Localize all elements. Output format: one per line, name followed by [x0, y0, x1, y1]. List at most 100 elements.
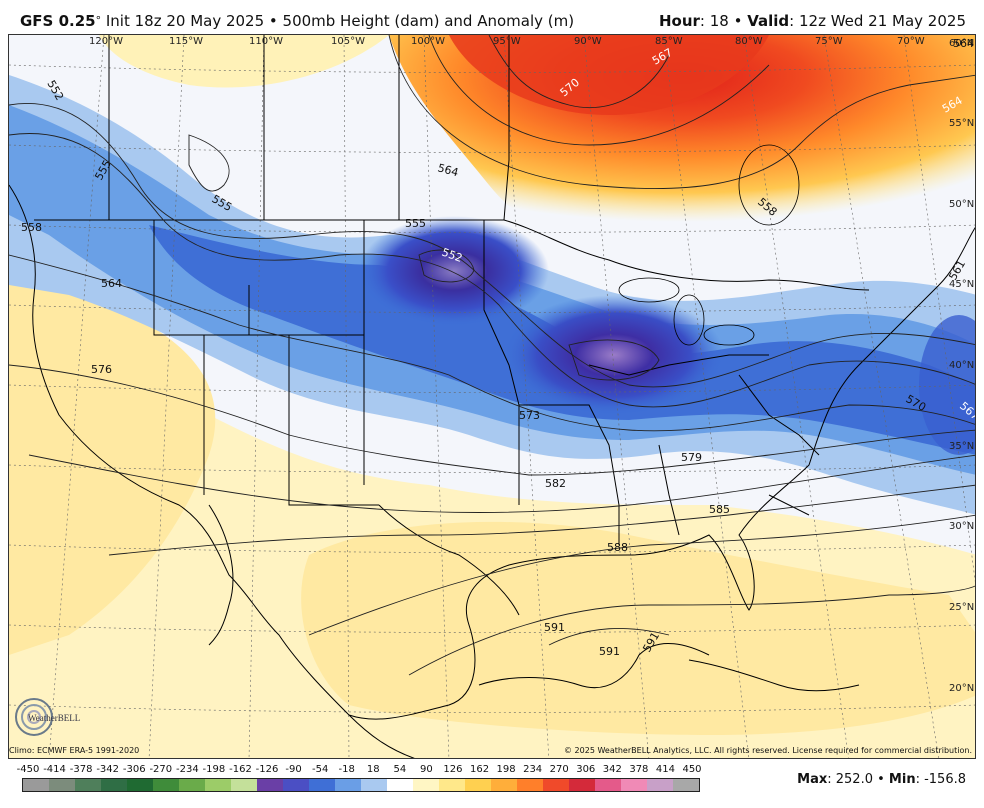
colorbar-label: 126 [443, 764, 463, 775]
colorbar-label: 54 [393, 764, 407, 775]
anomaly-warm-west [9, 282, 216, 655]
colorbar-segment [595, 779, 621, 791]
lat-label: 50°N [949, 199, 974, 210]
colorbar-segment [23, 779, 49, 791]
contour-label: 588 [607, 541, 628, 554]
lon-label: 100°W [411, 36, 445, 47]
colorbar-segment [257, 779, 283, 791]
colorbar-segment [517, 779, 543, 791]
lon-label: 120°W [89, 36, 123, 47]
colorbar-segment [153, 779, 179, 791]
lat-label: 60°N [949, 38, 974, 49]
colorbar-segment [205, 779, 231, 791]
contour-label: 582 [545, 477, 566, 490]
lon-label: 90°W [574, 36, 602, 47]
colorbar-label: 378 [629, 764, 649, 775]
colorbar-label: 450 [682, 764, 702, 775]
colorbar-label: 270 [549, 764, 569, 775]
lat-label: 40°N [949, 360, 974, 371]
degree-sign: ° [95, 14, 102, 27]
colorbar-label: -270 [149, 764, 173, 775]
colorbar-segment [621, 779, 647, 791]
longitude-labels: 120°W 115°W 110°W 105°W 100°W 95°W 90°W … [89, 36, 925, 47]
contour-label: 591 [544, 621, 565, 634]
anomaly-ridge-core [449, 35, 769, 115]
contour-label: 564 [953, 37, 974, 50]
lon-label: 70°W [897, 36, 925, 47]
colorbar-label: -378 [69, 764, 93, 775]
lat-label: 20°N [949, 683, 974, 694]
weatherbell-logo: WeatherBELL [12, 692, 102, 742]
colorbar-label: 306 [576, 764, 596, 775]
colorbar-segment [465, 779, 491, 791]
colorbar-label: 162 [469, 764, 490, 775]
lon-label: 110°W [249, 36, 283, 47]
contour-label: 585 [709, 503, 730, 516]
colorbar-label: -126 [255, 764, 279, 775]
anomaly-warm-canada-west [99, 35, 389, 88]
max-value: : 252.0 • [827, 772, 889, 787]
colorbar-segment [361, 779, 387, 791]
colorbar-segment [439, 779, 465, 791]
coastlines [9, 184, 975, 758]
colorbar-segment [49, 779, 75, 791]
latitude-labels: 60°N 55°N 50°N 45°N 40°N 35°N 30°N 25°N … [949, 38, 974, 694]
contour-label: 564 [436, 161, 460, 179]
contour-label: 591 [599, 645, 620, 658]
colorbar-segment [543, 779, 569, 791]
hour-value: : 18 • [699, 12, 748, 30]
lat-label: 35°N [949, 441, 974, 452]
colorbar-segment [231, 779, 257, 791]
anomaly-warm-gulf [301, 521, 975, 735]
model-name: GFS 0.25 [20, 12, 96, 30]
colorbar-segment [283, 779, 309, 791]
valid-label: Valid [747, 12, 790, 30]
lon-label: 85°W [655, 36, 683, 47]
lat-label: 55°N [949, 118, 974, 129]
colorbar-segment [127, 779, 153, 791]
colorbar-label: -342 [96, 764, 120, 775]
lon-label: 105°W [331, 36, 365, 47]
lon-label: 115°W [169, 36, 203, 47]
contour-label: 564 [101, 277, 122, 290]
colorbar-label: -450 [16, 764, 40, 775]
max-label: Max [797, 772, 828, 787]
colorbar-label: 342 [602, 764, 622, 775]
colorbar-label: -54 [311, 764, 329, 775]
contour-label: 558 [21, 221, 42, 234]
contour-label: 579 [681, 451, 702, 464]
weather-map[interactable]: 60°N 55°N 50°N 45°N 40°N 35°N 30°N 25°N … [8, 34, 976, 759]
colorbar [22, 778, 700, 792]
lon-label: 80°W [735, 36, 763, 47]
colorbar-label: -18 [338, 764, 355, 775]
colorbar-label: 18 [366, 764, 380, 775]
colorbar-segment [101, 779, 127, 791]
max-min-readout: Max: 252.0 • Min: -156.8 [797, 772, 966, 787]
colorbar-label: 414 [655, 764, 675, 775]
logo-text: WeatherBELL [28, 713, 80, 723]
colorbar-label: -198 [202, 764, 226, 775]
init-description: Init 18z 20 May 2025 • 500mb Height (dam… [101, 12, 575, 30]
map-title: GFS 0.25° Init 18z 20 May 2025 • 500mb H… [20, 8, 574, 34]
copyright-note: © 2025 WeatherBELL Analytics, LLC. All r… [564, 746, 972, 755]
contour-label: 555 [405, 217, 426, 230]
colorbar-segment [335, 779, 361, 791]
colorbar-segment [179, 779, 205, 791]
lon-label: 75°W [815, 36, 843, 47]
height-contours [9, 35, 975, 676]
lat-label: 45°N [949, 279, 974, 290]
valid-value: : 12z Wed 21 May 2025 [789, 12, 966, 30]
lon-label: 95°W [493, 36, 521, 47]
map-canvas: 60°N 55°N 50°N 45°N 40°N 35°N 30°N 25°N … [9, 35, 975, 758]
colorbar-label: 198 [496, 764, 516, 775]
hour-label: Hour [658, 12, 700, 30]
anomaly-low-midwest [504, 295, 724, 415]
valid-time: Hour: 18 • Valid: 12z Wed 21 May 2025 [659, 8, 966, 34]
colorbar-label: -90 [285, 764, 302, 775]
lat-label: 30°N [949, 521, 974, 532]
min-value: : -156.8 [915, 772, 966, 787]
colorbar-segment [647, 779, 673, 791]
climo-note: Climo: ECMWF ERA-5 1991-2020 [9, 746, 140, 755]
colorbar-label: -162 [229, 764, 252, 775]
contour-label: 576 [91, 363, 112, 376]
